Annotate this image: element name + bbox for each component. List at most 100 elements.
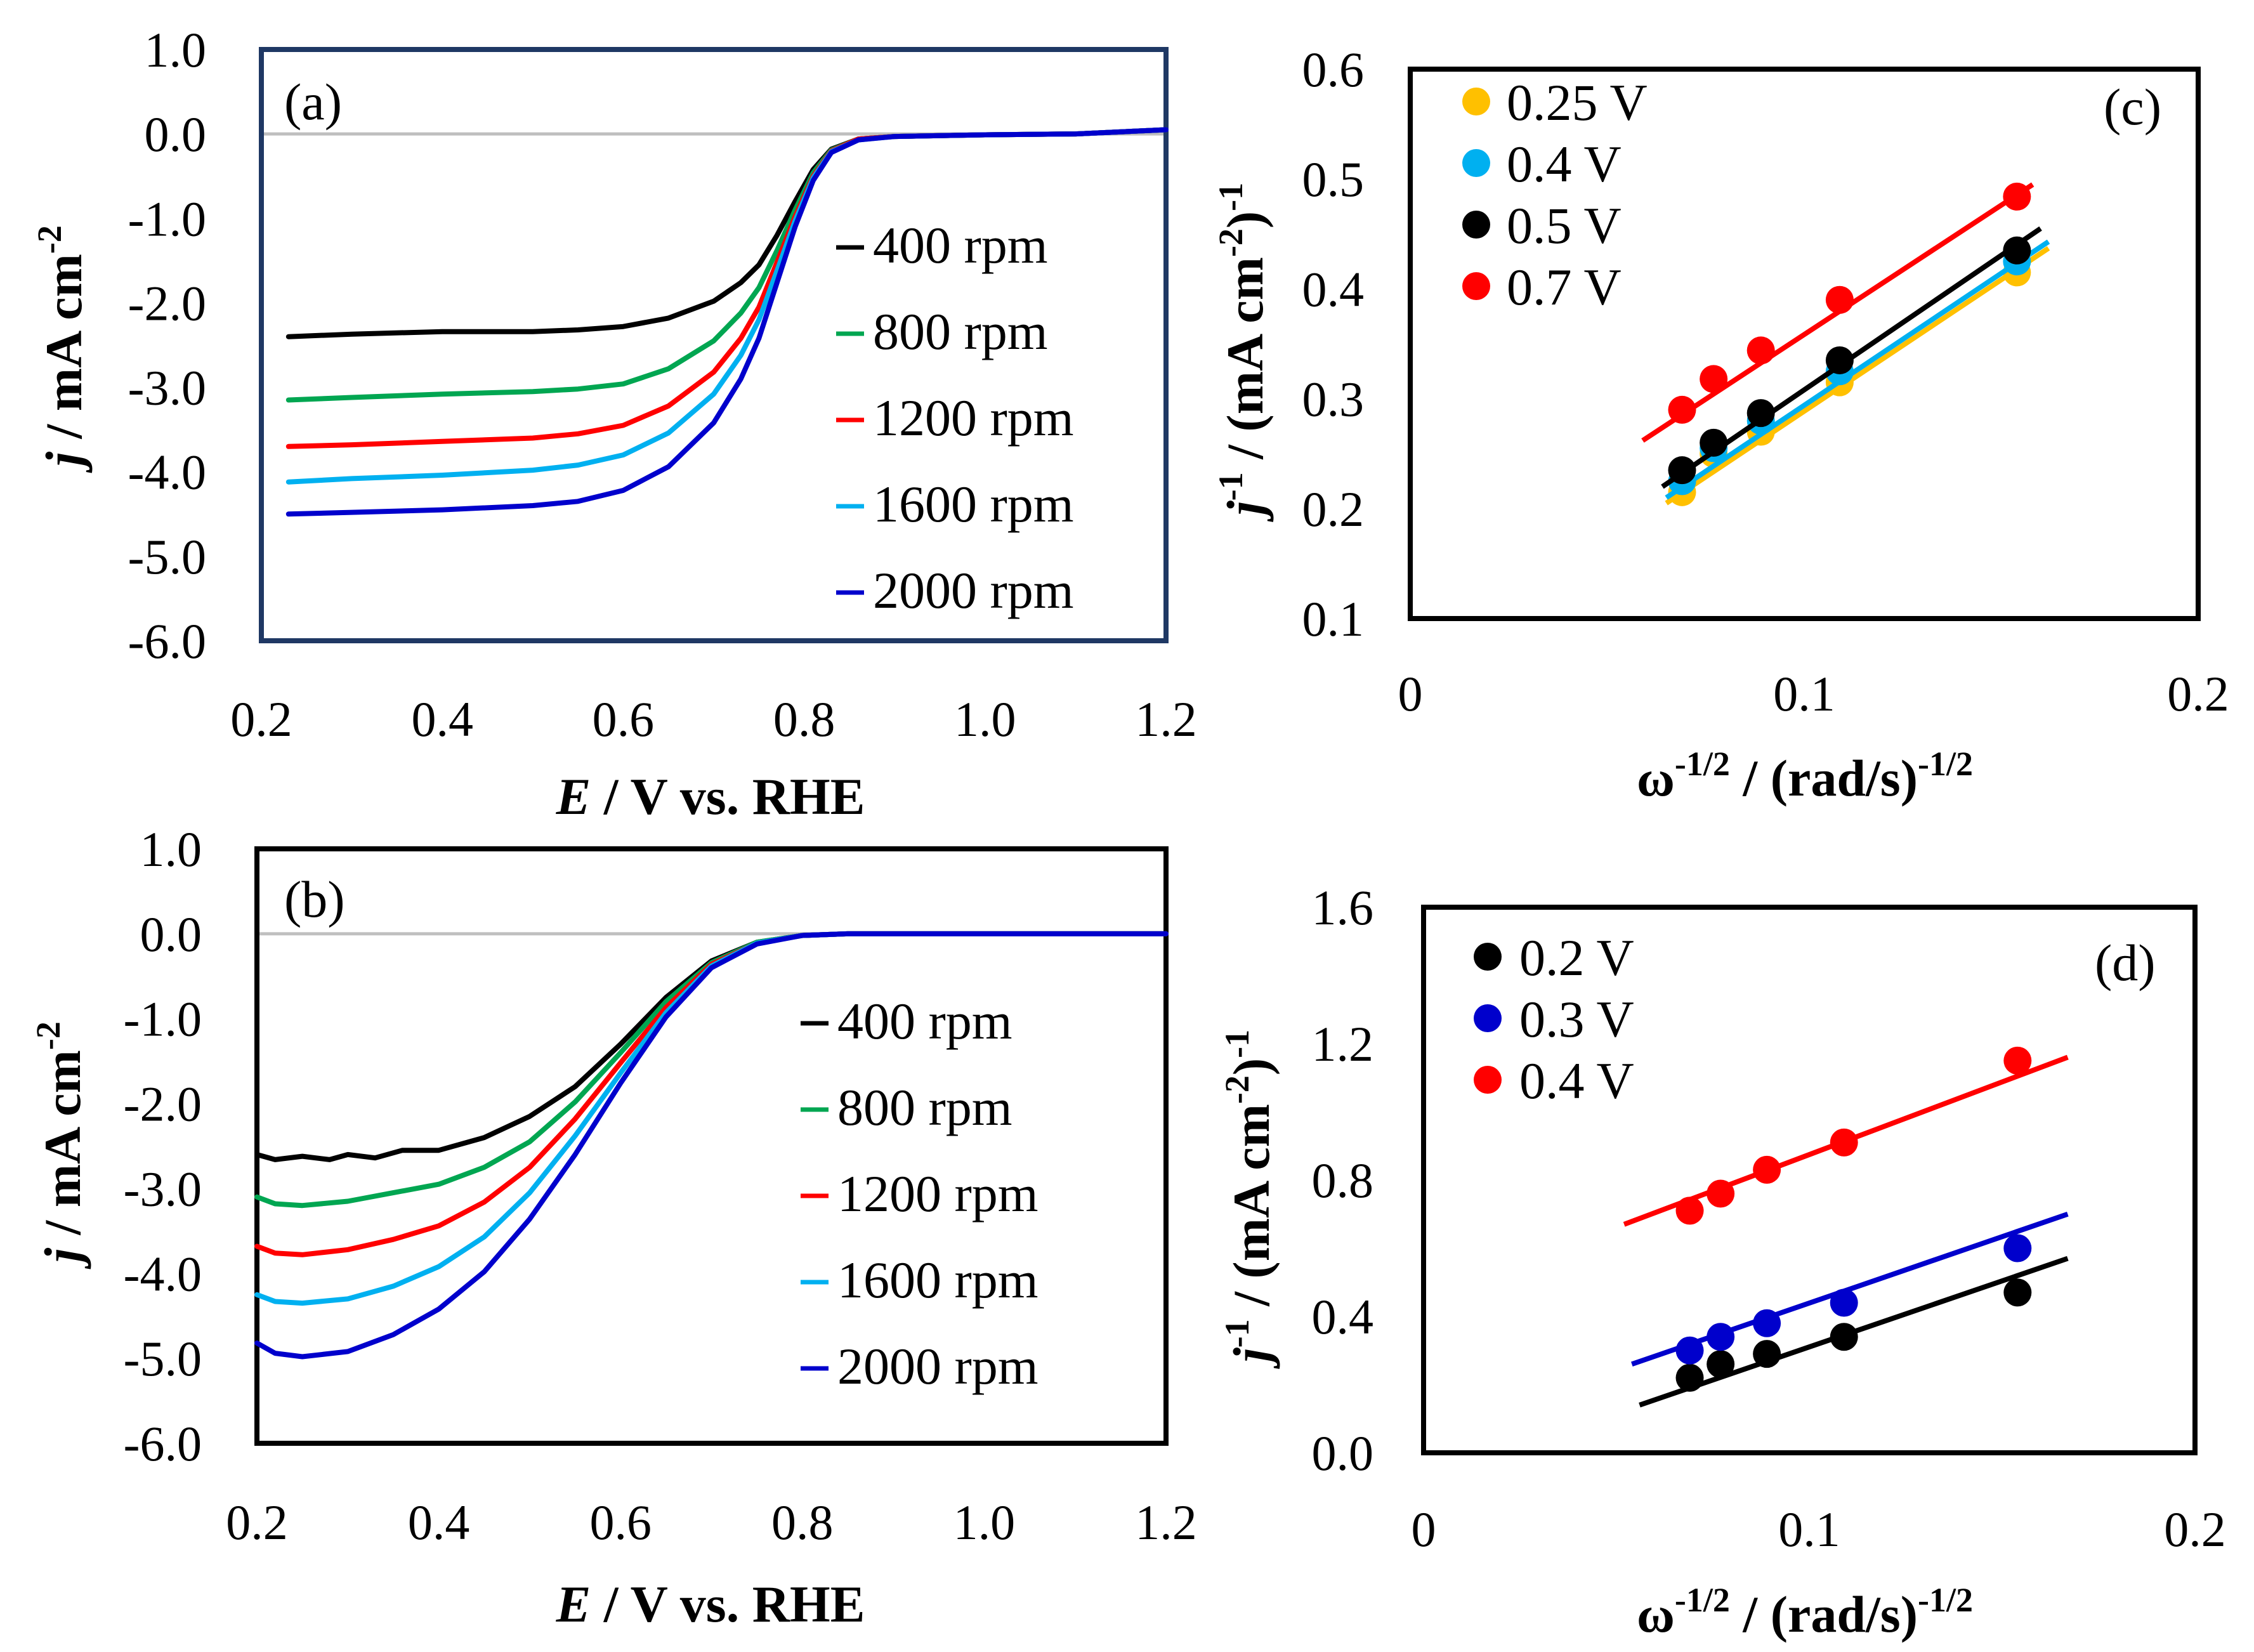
x-tick-label: 0.1 [1778,1502,1840,1557]
x-tick-label: 1.2 [1135,1495,1197,1550]
data-point [2003,182,2031,211]
y-axis-title: j / mA cm-2 [29,1021,91,1269]
y-tick-label: -2.0 [128,275,206,331]
y-tick-label: 0.0 [140,907,202,962]
x-tick-label: 1.0 [954,692,1016,747]
data-point [1707,1350,1735,1379]
legend-marker [1474,1004,1502,1032]
legend-marker [1474,1066,1502,1094]
plot-frame [259,47,1169,643]
data-point [1746,336,1775,365]
data-point [1707,1179,1735,1208]
y-tick-label: 0.2 [1302,482,1365,537]
data-point [1753,1340,1781,1368]
y-tick-label: 1.0 [145,22,207,77]
y-tick-label: -1.0 [124,992,202,1047]
legend-label: 2000 rpm [873,561,1074,619]
x-tick-label: 0.2 [2164,1502,2226,1557]
legend-label: 1600 rpm [873,475,1074,533]
legend-label: 400 rpm [873,216,1048,274]
data-point [1825,285,1854,314]
fit-line [1665,246,2050,506]
data-point [1830,1288,1858,1317]
y-tick-label: 1.6 [1312,880,1374,935]
y-tick-label: 1.0 [140,822,202,877]
legend-label: 0.25 V [1507,74,1648,131]
y-axis-title: j / mA cm-2 [30,225,93,473]
data-point [1707,1323,1735,1351]
legend-marker [1462,149,1490,177]
legend-label: 0.4 V [1519,1052,1634,1110]
x-tick-label: 0.8 [773,692,835,747]
y-tick-label: -3.0 [128,360,206,416]
y-tick-label: -5.0 [124,1331,202,1386]
y-tick-label: 0.4 [1312,1289,1374,1344]
data-point [1675,1336,1704,1365]
data-point [1746,399,1775,428]
x-axis-title: ω-1/2 / (rad/s)-1/2 [1637,1581,1973,1643]
panel-d: 1.6 1.2 0.8 0.4 0.0 0 0.1 0.2 (d) 0.2 V0.3 V0.4 V… [1218,880,2226,1643]
data-point [2003,1234,2032,1262]
x-tick-label: 0.2 [230,692,292,747]
data-point [1700,428,1728,457]
series-line [254,931,1169,1306]
y-tick-label: -1.0 [128,191,206,246]
x-axis-title: ω-1/2 / (rad/s)-1/2 [1637,745,1973,807]
data-point [1668,395,1696,424]
legend-marker [1462,272,1490,300]
data-point [1753,1309,1781,1337]
panel-a: 1.0 0.0 -1.0 -2.0 -3.0 -4.0 -5.0 -6.0 0.2 0.4 0.6 0… [30,22,1197,825]
panel-label: (b) [284,870,345,928]
y-tick-label: 0.5 [1302,152,1365,207]
data-point [1825,346,1854,374]
x-tick-label: 0.4 [411,692,473,747]
y-tick-label: 1.2 [1312,1016,1374,1072]
y-tick-label: -3.0 [124,1161,202,1216]
data-point [1668,456,1696,485]
x-tick-label: 0.8 [771,1495,834,1550]
y-tick-label: 0.0 [145,107,207,162]
legend-label: 0.2 V [1519,929,1634,987]
x-tick-label: 0.2 [2167,666,2229,721]
data-point [2003,236,2031,265]
panel-label: (c) [2104,78,2161,136]
fit-line [1631,1211,2069,1367]
y-tick-label: 0.8 [1312,1153,1374,1208]
data-point [1830,1128,1858,1157]
series-line [254,931,1169,1360]
y-tick-label: 0.4 [1302,261,1365,317]
legend-label: 1200 rpm [837,1165,1039,1223]
legend-label: 0.7 V [1507,258,1622,316]
legend-marker [1462,211,1490,239]
y-tick-label: -6.0 [124,1416,202,1471]
y-tick-label: -6.0 [128,613,206,669]
data-point [2003,1278,2032,1307]
legend-label: 1600 rpm [837,1251,1039,1309]
x-tick-label: 0.2 [226,1495,288,1550]
panel-label: (a) [284,73,342,131]
y-tick-label: 0.3 [1302,372,1365,427]
x-tick-label: 1.2 [1135,692,1197,747]
panel-label: (d) [2095,934,2156,992]
y-tick-label: 0.1 [1302,591,1365,646]
x-tick-label: 0 [1398,666,1423,721]
data-point [1753,1155,1781,1184]
panel-c: 0.60.50.40.30.20.10 0.1 0.2(c)0.25 V0.4 V0… [1212,42,2229,807]
x-tick-label: 0.1 [1773,666,1835,721]
x-tick-label: 0 [1412,1502,1436,1557]
fit-line [1665,239,2050,500]
y-tick-label: -4.0 [124,1246,202,1301]
plot-frame [1408,67,2201,621]
y-tick-label: -2.0 [124,1077,202,1132]
y-tick-label: -5.0 [128,529,206,584]
data-point [1700,365,1728,393]
legend-marker [1474,943,1502,971]
legend-label: 400 rpm [837,992,1012,1050]
x-tick-label: 0.4 [408,1495,470,1550]
legend-marker [1462,88,1490,115]
data-point [1675,1363,1704,1392]
x-tick-label: 0.6 [593,692,655,747]
y-tick-label: 0.0 [1312,1426,1374,1481]
plot-frame [1421,905,2198,1455]
